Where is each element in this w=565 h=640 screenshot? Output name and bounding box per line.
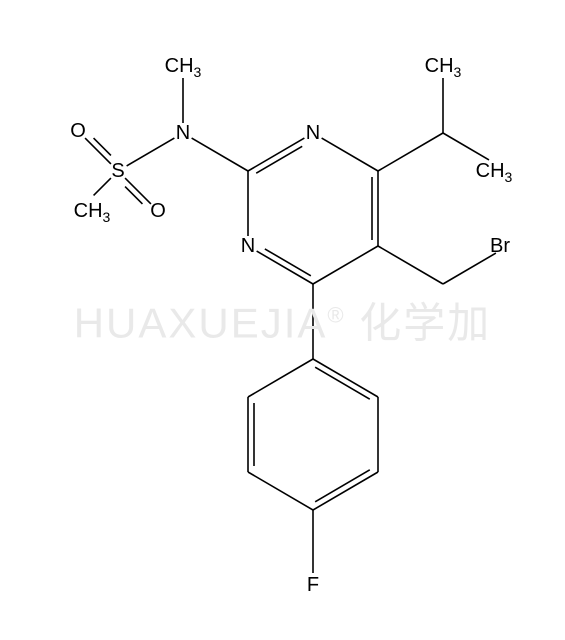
svg-text:N: N	[176, 122, 190, 144]
svg-text:F: F	[307, 574, 319, 596]
svg-text:N: N	[306, 122, 320, 144]
molecule-diagram: S O O CH3 N CH3 N N CH3 CH3 Br F	[0, 0, 565, 640]
svg-text:CH3: CH3	[165, 55, 202, 79]
svg-text:S: S	[111, 160, 124, 182]
svg-text:CH3: CH3	[476, 160, 513, 184]
svg-text:CH3: CH3	[425, 55, 462, 79]
svg-text:N: N	[241, 235, 255, 257]
svg-text:CH3: CH3	[74, 200, 111, 224]
svg-text:O: O	[70, 120, 86, 142]
svg-text:Br: Br	[490, 235, 510, 257]
svg-text:O: O	[150, 200, 166, 222]
